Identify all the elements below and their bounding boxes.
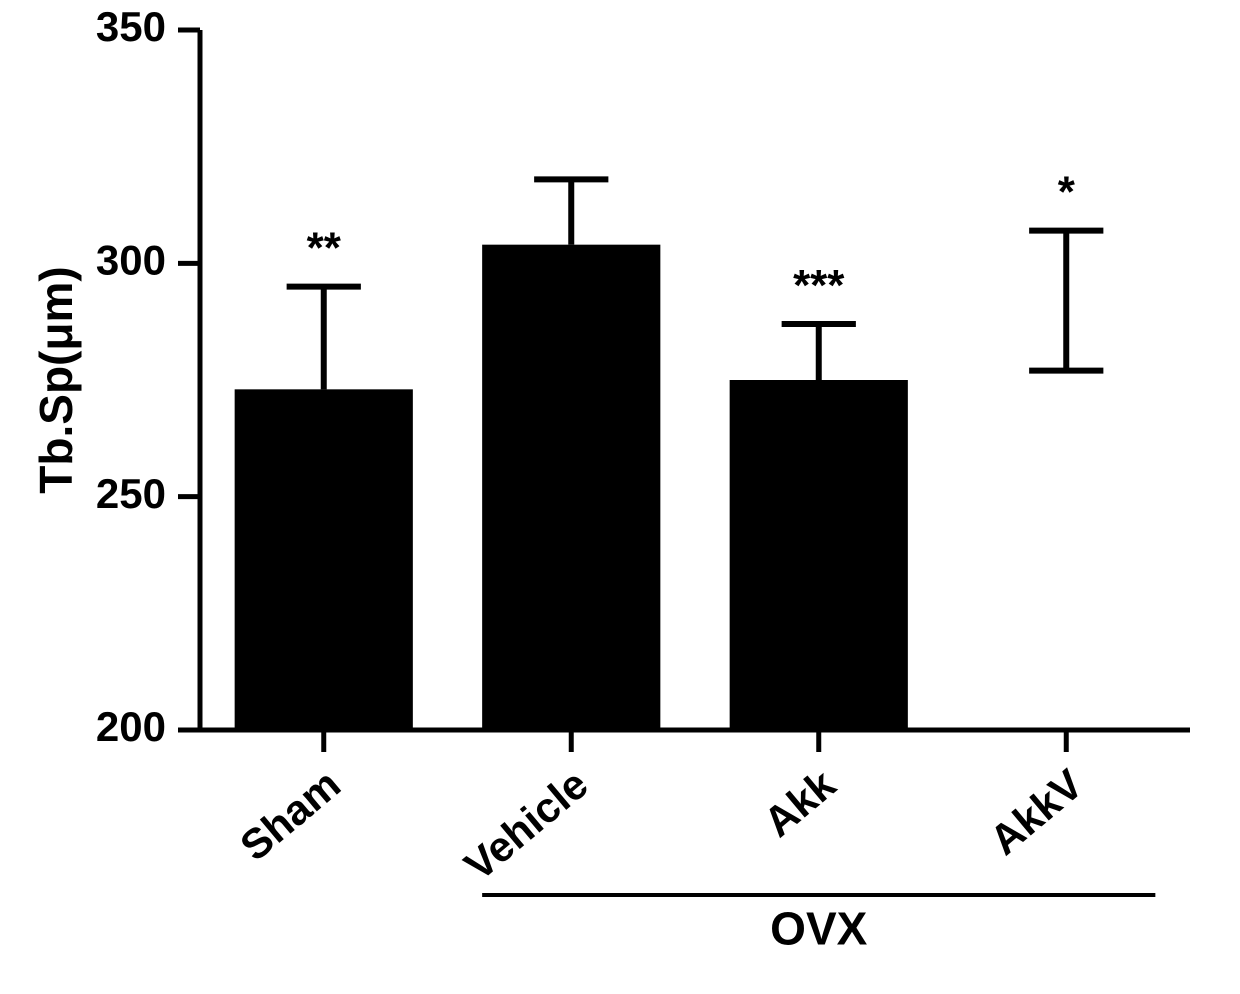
- bar: [482, 245, 660, 730]
- bar: [730, 380, 908, 730]
- y-tick-label: 300: [96, 236, 166, 283]
- significance-label: *: [1058, 168, 1076, 217]
- y-tick-label: 350: [96, 3, 166, 50]
- y-tick-label: 200: [96, 703, 166, 750]
- group-label: OVX: [770, 903, 867, 955]
- significance-label: **: [307, 224, 342, 273]
- bar-chart: 200250300350Tb.Sp(μm)**ShamVehicle***Akk…: [0, 0, 1240, 994]
- significance-label: ***: [793, 261, 845, 310]
- y-tick-label: 250: [96, 470, 166, 517]
- bar: [235, 389, 413, 730]
- chart-svg: 200250300350Tb.Sp(μm)**ShamVehicle***Akk…: [0, 0, 1240, 994]
- y-axis-label: Tb.Sp(μm): [30, 266, 82, 493]
